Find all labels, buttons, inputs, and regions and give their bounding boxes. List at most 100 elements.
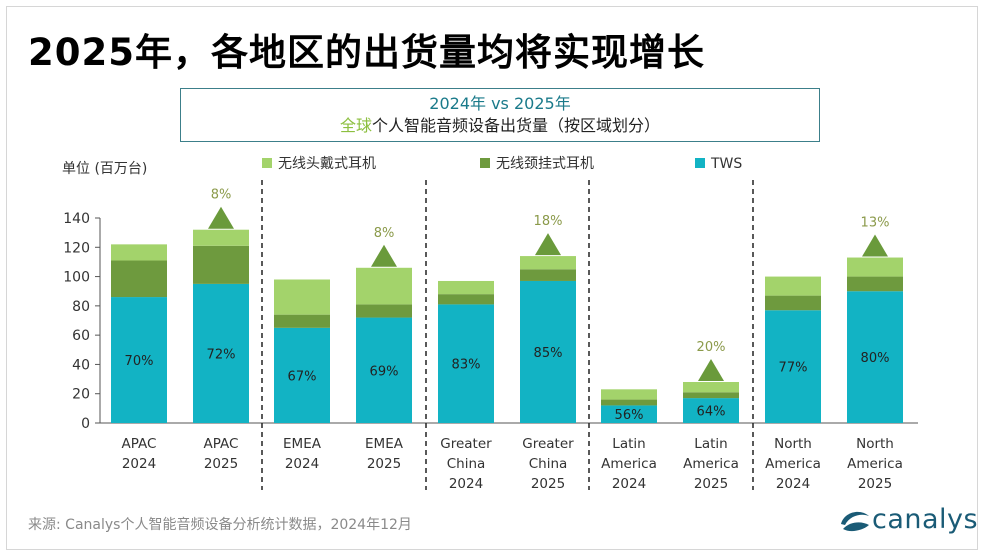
chart-subtitle-line2: 全球个人智能音频设备出货量（按区域划分） (181, 115, 819, 137)
x-tick-label: APAC (204, 436, 239, 452)
chart-subtitle-line1: 2024年 vs 2025年 (429, 94, 571, 113)
headline: 2025年，各地区的出货量均将实现增长 (28, 31, 705, 74)
growth-label: 8% (211, 188, 232, 203)
bar-segment-neckband (683, 392, 739, 399)
bar-segment-headset (356, 267, 412, 305)
growth-label: 20% (697, 340, 726, 355)
x-tick-label: America (683, 456, 739, 472)
x-tick-label: Greater (440, 436, 492, 452)
legend-swatch-headset (262, 158, 272, 168)
x-tick-label: 2025 (531, 476, 565, 492)
x-tick-label: 2025 (694, 476, 728, 492)
y-tick-label: 40 (72, 357, 90, 373)
logo-text: canalys (872, 503, 979, 535)
bar-segment-tws (274, 327, 330, 423)
bar-segment-headset (520, 256, 576, 270)
bar-segment-tws (601, 405, 657, 423)
bar-segment-neckband (847, 276, 903, 292)
x-tick-label: America (601, 456, 657, 472)
growth-triangle (698, 359, 724, 381)
bar-stack: 69% (356, 267, 412, 423)
bar-segment-neckband (111, 260, 167, 298)
legend-label-tws: TWS (710, 156, 742, 172)
legend-label-neckband: 无线颈挂式耳机 (496, 156, 594, 172)
x-tick-label: China (447, 456, 486, 472)
growth-label: 13% (861, 216, 890, 231)
figure-frame (6, 6, 978, 550)
bar-segment-headset (438, 280, 494, 295)
bar-stack: 70% (111, 244, 167, 423)
x-tick-label: Latin (694, 436, 727, 452)
y-tick-label: 100 (63, 270, 90, 286)
subtitle-rest: 个人智能音频设备出货量（按区域划分） (372, 116, 661, 135)
group-separators (261, 180, 754, 490)
bar-segment-neckband (601, 399, 657, 406)
tws-share-label: 56% (615, 408, 644, 423)
canalys-logo: canalys (838, 502, 978, 536)
growth-label: 8% (374, 226, 395, 241)
bar-segment-headset (111, 244, 167, 261)
legend-swatch-tws (695, 158, 705, 168)
x-tick-label: America (847, 456, 903, 472)
x-tick-label: 2025 (367, 456, 401, 472)
y-axis-unit-label: 单位 (百万台) (62, 161, 147, 177)
bar-segment-neckband (765, 295, 821, 311)
tws-share-label: 72% (207, 347, 236, 362)
growth-triangle (208, 206, 234, 229)
x-tick-label: China (529, 456, 568, 472)
x-tick-label: 2024 (449, 476, 483, 492)
bar-segment-tws (111, 297, 167, 423)
bar-segment-tws (356, 317, 412, 423)
x-axis-labels: APAC 2024 APAC 2025 EMEA 2024 EMEA 2025 Greater C… (122, 436, 903, 492)
x-tick-label: EMEA (365, 436, 404, 452)
canalys-logo-icon (841, 511, 869, 532)
bar-stack: 67% (274, 279, 330, 423)
bar-segment-headset (274, 279, 330, 315)
bar-stack: 64% (683, 382, 739, 423)
bar-segment-headset (193, 229, 249, 246)
bar-segment-tws (193, 283, 249, 423)
growth-label: 18% (534, 214, 563, 229)
tws-share-label: 64% (697, 405, 726, 420)
bar-stack: 77% (765, 276, 821, 423)
growth-triangle (371, 244, 397, 267)
bar-stack: 80% (847, 257, 903, 423)
y-tick-label: 60 (72, 328, 90, 344)
y-tick-label: 80 (72, 299, 90, 315)
x-tick-label: 2024 (285, 456, 319, 472)
legend: 无线头戴式耳机 无线颈挂式耳机 TWS (262, 156, 742, 172)
bar-segment-tws (683, 398, 739, 423)
x-tick-label: Greater (522, 436, 574, 452)
x-tick-label: Latin (612, 436, 645, 452)
bar-segment-neckband (520, 269, 576, 281)
tws-share-label: 77% (779, 361, 808, 376)
tws-share-label: 85% (534, 346, 563, 361)
y-tick-label: 120 (63, 240, 90, 256)
tws-share-label: 70% (125, 354, 154, 369)
bar-segment-neckband (193, 245, 249, 284)
x-tick-label: America (765, 456, 821, 472)
x-tick-label: APAC (122, 436, 157, 452)
x-tick-label: 2025 (204, 456, 238, 472)
y-tick-label: 140 (63, 211, 90, 227)
x-tick-label: 2024 (776, 476, 810, 492)
bar-segment-neckband (438, 294, 494, 305)
bar-stack: 72% (193, 229, 249, 423)
x-tick-label: North (856, 436, 894, 452)
y-tick-label: 0 (81, 416, 90, 432)
source-note: 来源: Canalys个人智能音频设备分析统计数据，2024年12月 (28, 517, 412, 533)
tws-share-label: 80% (861, 351, 890, 366)
y-tick-label: 20 (72, 387, 90, 403)
bar-segment-tws (438, 304, 494, 423)
bar-segment-headset (683, 382, 739, 393)
growth-triangle (535, 233, 561, 256)
stacked-bar-chart: 无线头戴式耳机 无线颈挂式耳机 TWS 单位 (百万台) 0 20 40 60 80 100 1… (62, 156, 918, 492)
chart-subtitle-box: 2024年 vs 2025年 全球个人智能音频设备出货量（按区域划分） (180, 88, 820, 142)
legend-label-headset: 无线头戴式耳机 (278, 156, 376, 172)
bar-segment-headset (847, 257, 903, 277)
bar-segment-headset (765, 276, 821, 296)
tws-share-label: 83% (452, 358, 481, 373)
bar-segment-neckband (356, 304, 412, 318)
subtitle-highlight: 全球 (339, 116, 372, 135)
bar-stack: 56% (601, 389, 657, 423)
